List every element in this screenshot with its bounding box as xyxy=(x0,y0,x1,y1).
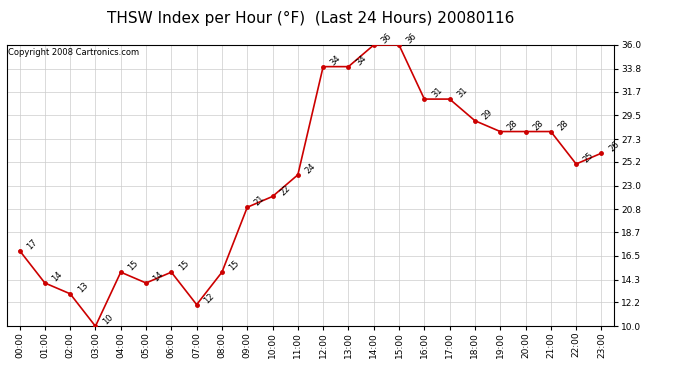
Text: 36: 36 xyxy=(404,32,419,46)
Text: 10: 10 xyxy=(101,313,115,327)
Text: 26: 26 xyxy=(607,140,621,154)
Text: 34: 34 xyxy=(354,53,368,67)
Text: 15: 15 xyxy=(126,259,140,273)
Text: 29: 29 xyxy=(480,108,494,122)
Text: 24: 24 xyxy=(304,162,317,176)
Text: 13: 13 xyxy=(76,280,90,294)
Text: THSW Index per Hour (°F)  (Last 24 Hours) 20080116: THSW Index per Hour (°F) (Last 24 Hours)… xyxy=(107,11,514,26)
Text: 22: 22 xyxy=(278,183,292,197)
Text: 31: 31 xyxy=(455,86,469,100)
Text: 34: 34 xyxy=(328,53,342,67)
Text: 31: 31 xyxy=(430,86,444,100)
Text: 36: 36 xyxy=(380,32,393,46)
Text: 14: 14 xyxy=(152,270,166,284)
Text: 28: 28 xyxy=(531,118,545,132)
Text: 15: 15 xyxy=(228,259,242,273)
Text: 15: 15 xyxy=(177,259,190,273)
Text: 28: 28 xyxy=(506,118,520,132)
Text: 14: 14 xyxy=(50,270,64,284)
Text: 28: 28 xyxy=(556,118,570,132)
Text: 25: 25 xyxy=(582,151,595,165)
Text: 17: 17 xyxy=(25,237,39,251)
Text: Copyright 2008 Cartronics.com: Copyright 2008 Cartronics.com xyxy=(8,48,139,57)
Text: 12: 12 xyxy=(202,291,216,305)
Text: 21: 21 xyxy=(253,194,266,208)
